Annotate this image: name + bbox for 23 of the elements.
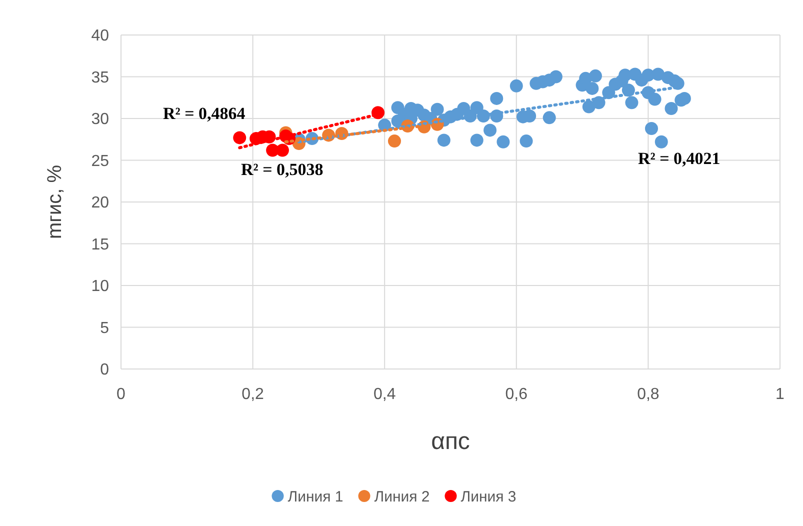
x-tick-label: 0,4 [373, 386, 396, 403]
y-tick-label: 15 [91, 236, 110, 254]
x-tick-label: 1 [776, 386, 785, 403]
y-axis-title: mгис, % [44, 164, 66, 240]
y-tick-label: 5 [100, 320, 110, 337]
legend-label: Линия 1 [288, 488, 344, 506]
annotation: R² = 0,4864 [163, 104, 246, 123]
y-tick-label: 20 [91, 194, 110, 212]
x-tick-label: 0 [116, 386, 126, 403]
y-tick-label: 0 [100, 362, 110, 379]
y-tick-label: 35 [91, 69, 110, 86]
y-tick-label: 40 [91, 28, 110, 45]
y-tick-label: 25 [91, 152, 110, 170]
annotation: R² = 0,5038 [241, 160, 324, 179]
x-axis-title: αпс [431, 428, 470, 455]
x-tick-label: 0,6 [505, 386, 528, 403]
x-tick-label: 0,2 [242, 386, 264, 403]
legend-label: Линия 3 [460, 488, 516, 506]
legend-label: Линия 2 [374, 488, 430, 506]
y-tick-label: 30 [91, 111, 110, 128]
y-tick-label: 10 [91, 278, 110, 296]
annotation: R² = 0,4021 [638, 148, 720, 168]
x-tick-label: 0,8 [637, 386, 660, 403]
